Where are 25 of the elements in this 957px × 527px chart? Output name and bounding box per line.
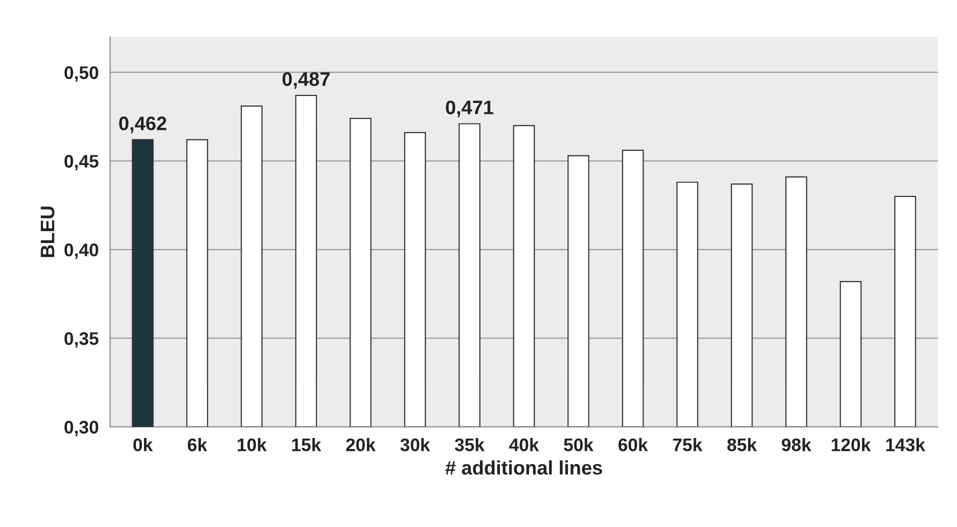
x-tick-label: 6k xyxy=(188,438,208,452)
x-tick-label: 15k xyxy=(292,438,322,452)
x-tick-label: 30k xyxy=(400,438,430,452)
x-tick-label: 35k xyxy=(454,438,485,452)
x-tick-label: 143k xyxy=(886,438,926,452)
x-tick-label: 50k xyxy=(564,438,594,452)
y-axis-title: BLEU xyxy=(40,206,54,258)
y-tick-label: 0,30 xyxy=(64,420,98,436)
x-tick-label: 85k xyxy=(727,438,757,452)
x-tick-label: 120k xyxy=(832,438,871,452)
y-tick-label: 0,40 xyxy=(64,244,98,259)
data-label: 0,487 xyxy=(282,72,330,89)
x-tick-label: 75k xyxy=(673,438,702,452)
x-tick-label: 0k xyxy=(133,438,153,452)
y-tick-label: 0,50 xyxy=(64,66,98,82)
x-tick-label: 40k xyxy=(509,438,540,452)
x-tick-label: 60k xyxy=(618,438,648,452)
y-tick-label: 0,35 xyxy=(64,332,98,348)
x-tick-label: 10k xyxy=(238,438,267,452)
data-label: 0,462 xyxy=(119,116,166,134)
x-tick-label: 20k xyxy=(346,438,376,452)
data-label: 0,471 xyxy=(446,100,494,118)
x-tick-label: 98k xyxy=(782,438,812,452)
y-tick-label: 0,45 xyxy=(64,154,98,170)
x-axis-title: # additional lines xyxy=(445,460,602,475)
